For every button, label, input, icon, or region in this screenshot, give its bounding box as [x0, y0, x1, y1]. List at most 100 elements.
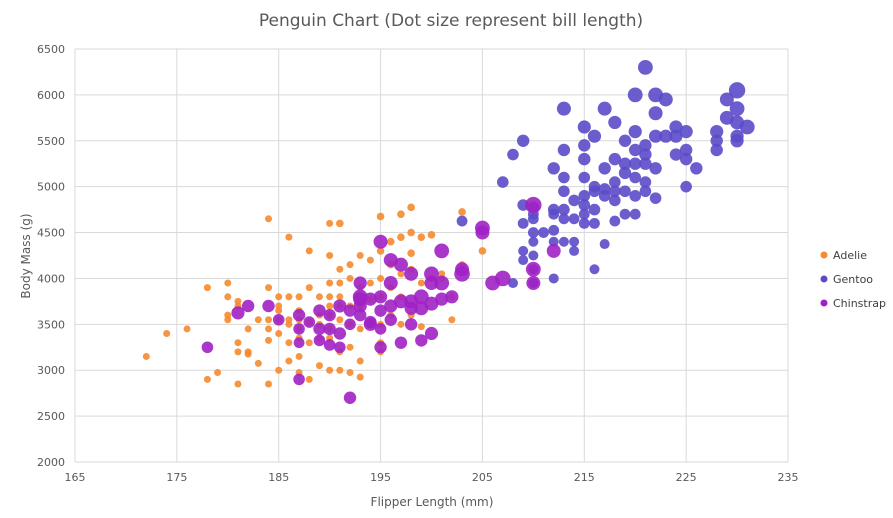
adelie-point	[315, 293, 323, 301]
chinstrap-point	[546, 243, 561, 258]
gentoo-point	[710, 143, 723, 157]
gentoo-point	[609, 185, 621, 198]
chinstrap-point	[435, 292, 449, 306]
gentoo-point	[710, 125, 724, 139]
adelie-point	[305, 247, 313, 255]
y-tick-label: 4500	[37, 227, 65, 240]
adelie-point	[163, 330, 171, 338]
adelie-point	[346, 261, 354, 269]
chinstrap-point	[343, 391, 357, 404]
adelie-point	[478, 247, 487, 255]
gentoo-point	[710, 134, 723, 147]
adelie-point	[326, 219, 334, 227]
gentoo-point	[728, 82, 746, 99]
adelie-point	[356, 373, 364, 381]
chinstrap-point	[374, 341, 387, 354]
gentoo-point	[528, 236, 539, 247]
gentoo-point	[557, 143, 571, 157]
adelie-point	[336, 366, 344, 374]
gentoo-point	[587, 129, 602, 143]
chinstrap-point	[334, 341, 346, 354]
gentoo-point	[507, 148, 519, 161]
chinstrap-point	[201, 341, 214, 354]
adelie-point	[234, 348, 242, 356]
chinstrap-point	[363, 292, 377, 306]
adelie-legend-marker	[820, 251, 828, 259]
gentoo-point	[639, 148, 652, 161]
adelie-point	[397, 320, 405, 328]
gentoo-point	[629, 171, 642, 184]
gentoo-point	[639, 185, 652, 198]
gentoo-point	[558, 203, 570, 216]
chinstrap-point	[292, 308, 306, 322]
gentoo-point	[649, 192, 662, 204]
chinstrap-point	[434, 243, 450, 259]
x-tick-label: 215	[574, 471, 595, 484]
adelie-point	[427, 231, 436, 239]
gentoo-point	[589, 264, 600, 275]
chinstrap-point	[344, 318, 356, 331]
adelie-point	[285, 293, 293, 301]
chart-title: Penguin Chart (Dot size represent bill l…	[259, 11, 643, 31]
chinstrap-point	[323, 308, 336, 322]
gentoo-point	[639, 157, 652, 170]
chinstrap-legend-label: Chinstrap	[833, 297, 886, 310]
adelie-point	[326, 252, 334, 259]
data-points	[142, 59, 755, 404]
adelie-point	[458, 208, 466, 216]
chinstrap-point	[394, 336, 408, 349]
gentoo-point	[669, 148, 683, 161]
y-tick-label: 2000	[37, 456, 65, 469]
chinstrap-point	[272, 313, 285, 326]
chinstrap-point	[404, 266, 419, 281]
gentoo-point	[730, 134, 744, 148]
gentoo-point	[649, 162, 662, 175]
chinstrap-point	[262, 299, 275, 313]
chinstrap-point	[413, 289, 429, 305]
adelie-point	[448, 316, 456, 324]
gentoo-point	[497, 176, 509, 188]
gentoo-point	[547, 162, 560, 175]
chinstrap-point	[445, 290, 459, 304]
adelie-point	[214, 369, 222, 377]
chinstrap-point	[363, 317, 377, 331]
adelie-point	[305, 284, 313, 292]
adelie-point	[326, 279, 334, 287]
adelie-point	[417, 279, 425, 287]
adelie-point	[234, 339, 242, 347]
gentoo-point	[597, 101, 612, 116]
adelie-point	[142, 352, 150, 360]
grid-lines	[74, 48, 789, 463]
gentoo-point	[639, 139, 652, 152]
x-tick-label: 205	[472, 471, 493, 484]
chinstrap-point	[353, 299, 367, 313]
adelie-point	[254, 359, 262, 367]
chinstrap-point	[383, 276, 398, 291]
adelie-point	[224, 279, 232, 287]
y-tick-label: 3500	[37, 318, 65, 331]
gentoo-point	[618, 157, 632, 170]
chinstrap-point	[333, 299, 347, 313]
gentoo-point	[679, 152, 693, 166]
x-tick-label: 225	[676, 471, 697, 484]
gentoo-point	[609, 176, 621, 188]
gentoo-point	[589, 217, 600, 229]
gentoo-point	[578, 152, 591, 166]
adelie-point	[285, 339, 293, 347]
gentoo-point	[518, 255, 529, 266]
gentoo-point	[556, 101, 571, 116]
gentoo-point	[527, 227, 539, 238]
gentoo-point	[619, 185, 631, 198]
adelie-point	[244, 348, 252, 356]
y-tick-label: 2500	[37, 410, 65, 423]
adelie-point	[397, 233, 405, 241]
gentoo-point	[658, 92, 673, 107]
gentoo-point	[729, 101, 745, 117]
gentoo-point	[548, 236, 559, 247]
y-tick-label: 6500	[37, 43, 65, 56]
adelie-point	[254, 316, 262, 324]
gentoo-point	[507, 278, 518, 289]
gentoo-point	[629, 157, 642, 170]
adelie-point	[376, 247, 385, 255]
adelie-point	[285, 357, 293, 365]
